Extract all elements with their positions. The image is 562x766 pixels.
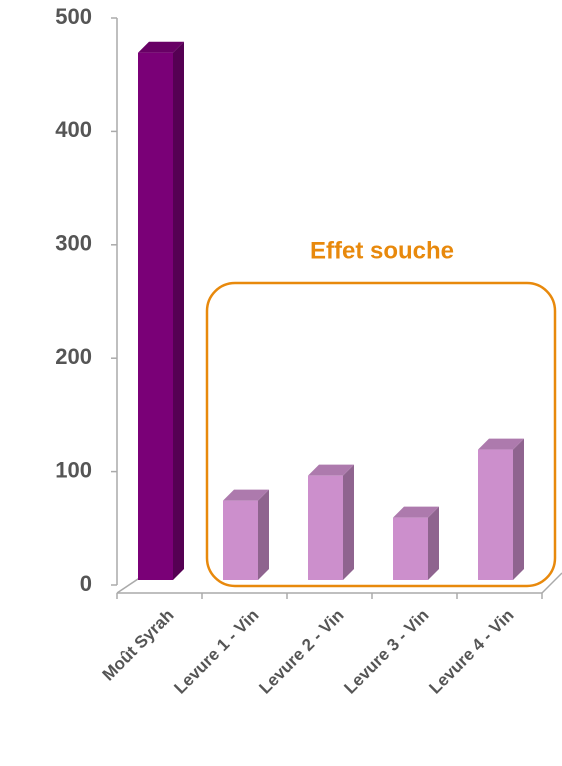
- annotation-text: Effet souche: [310, 237, 454, 264]
- bar-face: [478, 449, 513, 580]
- bar-face: [138, 52, 173, 580]
- bar-face: [428, 506, 439, 580]
- bar-face: [138, 41, 184, 53]
- bar-face: [393, 506, 439, 518]
- bar: [478, 438, 524, 580]
- bar-face: [223, 500, 258, 580]
- y-tick-label: 200: [55, 344, 92, 369]
- bar: [393, 506, 439, 580]
- y-tick-label: 400: [55, 117, 92, 142]
- bar-face: [343, 464, 354, 580]
- bar-face: [513, 438, 524, 580]
- x-tick-label: Moût Syrah: [99, 606, 178, 685]
- y-tick-label: 0: [80, 571, 92, 596]
- bar: [138, 41, 184, 580]
- bar-face: [223, 489, 269, 501]
- bar-face: [258, 489, 269, 580]
- x-tick-label: Levure 2 - Vin: [255, 606, 347, 698]
- bar-face: [478, 438, 524, 450]
- floor-edge: [541, 572, 562, 594]
- bar: [223, 489, 269, 580]
- bar-face: [308, 464, 354, 476]
- x-tick-label: Levure 1 - Vin: [170, 606, 262, 698]
- y-tick-label: 500: [55, 4, 92, 29]
- y-tick-label: 100: [55, 457, 92, 482]
- bar-face: [393, 517, 428, 580]
- bar: [308, 464, 354, 580]
- y-tick-label: 300: [55, 231, 92, 256]
- x-tick-label: Levure 4 - Vin: [425, 606, 517, 698]
- bar-face: [308, 475, 343, 580]
- bar-face: [173, 41, 184, 580]
- x-tick-label: Levure 3 - Vin: [340, 606, 432, 698]
- annotation-box: [205, 281, 557, 588]
